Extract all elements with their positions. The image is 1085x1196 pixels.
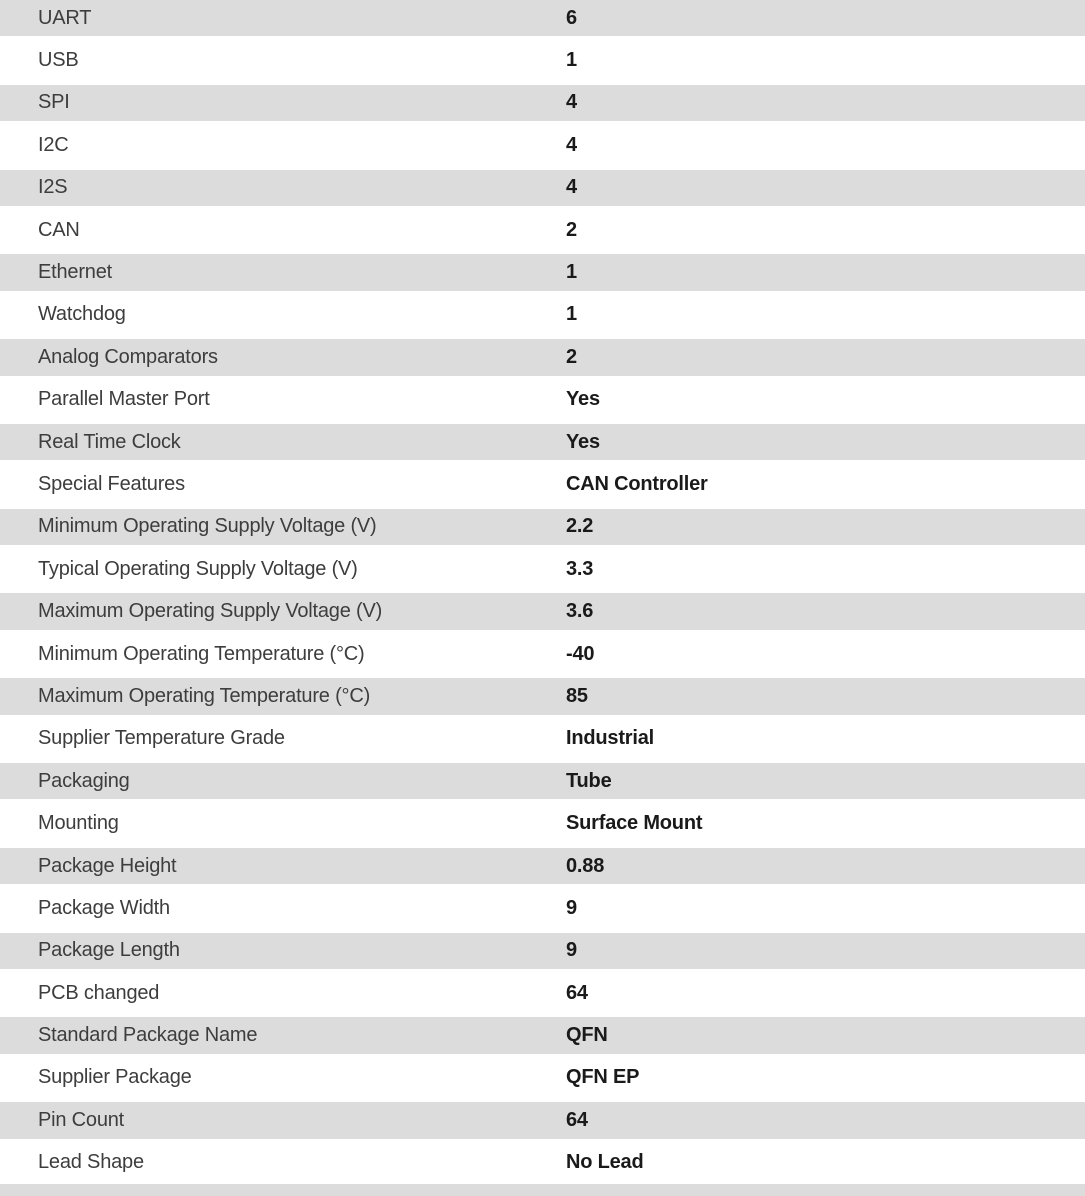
- spec-value: 1: [566, 261, 577, 284]
- spec-row: SPI 4: [0, 81, 1085, 125]
- spec-label: Watchdog: [38, 303, 126, 326]
- spec-row: Typical Operating Supply Voltage (V) 3.3: [0, 548, 1085, 590]
- spec-row: Maximum Operating Supply Voltage (V) 3.6: [0, 590, 1085, 633]
- spec-label: Real Time Clock: [38, 430, 181, 453]
- spec-value: 64: [566, 1108, 588, 1131]
- spec-row: I2C 4: [0, 124, 1085, 166]
- spec-value: Yes: [566, 388, 600, 411]
- spec-label: CAN: [38, 218, 80, 241]
- spec-label: Mounting: [38, 812, 119, 835]
- spec-value: Industrial: [566, 727, 655, 750]
- spec-label: Standard Package Name: [38, 1024, 258, 1047]
- spec-row: PCB changed 64: [0, 972, 1085, 1014]
- spec-value: Surface Mount: [566, 812, 703, 835]
- spec-value: 3.3: [566, 557, 594, 580]
- spec-value: 9: [566, 939, 577, 962]
- spec-row: Minimum Operating Supply Voltage (V) 2.2: [0, 505, 1085, 549]
- spec-row: Supplier Temperature Grade Industrial: [0, 718, 1085, 760]
- spec-label: Parallel Master Port: [38, 388, 210, 411]
- spec-label: UART: [38, 6, 92, 29]
- spec-label: Minimum Operating Supply Voltage (V): [38, 515, 377, 538]
- spec-label: Supplier Temperature Grade: [38, 727, 285, 750]
- spec-row: I2S 4: [0, 166, 1085, 209]
- spec-label: I2C: [38, 133, 69, 156]
- spec-value: 64: [566, 981, 588, 1004]
- spec-value: 1: [566, 49, 577, 72]
- spec-row: Supplier Package QFN EP: [0, 1057, 1085, 1099]
- spec-value: Tube: [566, 769, 612, 792]
- spec-label: Minimum Operating Temperature (°C): [38, 642, 365, 665]
- spec-value: 85: [566, 684, 588, 707]
- spec-value: CAN Controller: [566, 472, 708, 495]
- spec-value: 2: [566, 218, 577, 241]
- spec-row: Analog Comparators 2: [0, 336, 1085, 379]
- spec-label: Maximum Operating Temperature (°C): [38, 684, 371, 707]
- spec-value: 4: [566, 176, 577, 199]
- spec-row: Ethernet 1: [0, 251, 1085, 294]
- spec-row: Pin Count 64: [0, 1099, 1085, 1142]
- spec-row: Lead Shape No Lead: [0, 1142, 1085, 1184]
- spec-value: -40: [566, 642, 595, 665]
- spec-row: Maximum Operating Temperature (°C) 85: [0, 675, 1085, 718]
- spec-row: CAN 2: [0, 209, 1085, 251]
- spec-row: Packaging Tube: [0, 760, 1085, 803]
- spec-label: Packaging: [38, 769, 130, 792]
- spec-value: QFN: [566, 1024, 608, 1047]
- spec-row: Parallel Master Port Yes: [0, 379, 1085, 421]
- spec-row: Special Features CAN Controller: [0, 463, 1085, 505]
- spec-row: USB 1: [0, 39, 1085, 81]
- spec-value: 1: [566, 303, 577, 326]
- spec-row: Standard Package Name QFN: [0, 1014, 1085, 1057]
- spec-value: 9: [566, 896, 577, 919]
- spec-row: Package Width 9: [0, 887, 1085, 929]
- spec-label: Analog Comparators: [38, 345, 218, 368]
- spec-label: USB: [38, 49, 79, 72]
- spec-row: Mounting Surface Mount: [0, 802, 1085, 844]
- spec-label: Package Height: [38, 854, 177, 877]
- spec-label: Package Length: [38, 939, 180, 962]
- spec-value: Yes: [566, 430, 600, 453]
- spec-label: PCB changed: [38, 981, 160, 1004]
- spec-label: Pin Count: [38, 1108, 125, 1131]
- spec-value: 0.88: [566, 854, 605, 877]
- spec-row: Watchdog 1: [0, 294, 1085, 336]
- spec-row: Real Time Clock Yes: [0, 420, 1085, 464]
- spec-label: Maximum Operating Supply Voltage (V): [38, 600, 383, 623]
- spec-value: 6: [566, 6, 577, 29]
- spec-value: 2: [566, 345, 577, 368]
- spec-row: UART 6: [0, 0, 1085, 40]
- spec-label: Supplier Package: [38, 1066, 192, 1089]
- spec-value: 4: [566, 133, 577, 156]
- spec-row: Minimum Operating Temperature (°C) -40: [0, 633, 1085, 675]
- spec-label: I2S: [38, 176, 68, 199]
- spec-label: Special Features: [38, 472, 185, 495]
- spec-value: 4: [566, 91, 577, 114]
- spec-label: SPI: [38, 91, 70, 114]
- spec-value: 3.6: [566, 600, 594, 623]
- spec-row: Package Height 0.88: [0, 844, 1085, 888]
- spec-value: 2.2: [566, 515, 594, 538]
- spec-label: Typical Operating Supply Voltage (V): [38, 557, 358, 580]
- spec-label: Lead Shape: [38, 1151, 144, 1174]
- spec-label: Ethernet: [38, 261, 113, 284]
- spec-label: Package Width: [38, 896, 170, 919]
- spec-value: QFN EP: [566, 1066, 640, 1089]
- spec-row: Package Length 9: [0, 929, 1085, 972]
- spec-value: No Lead: [566, 1151, 644, 1174]
